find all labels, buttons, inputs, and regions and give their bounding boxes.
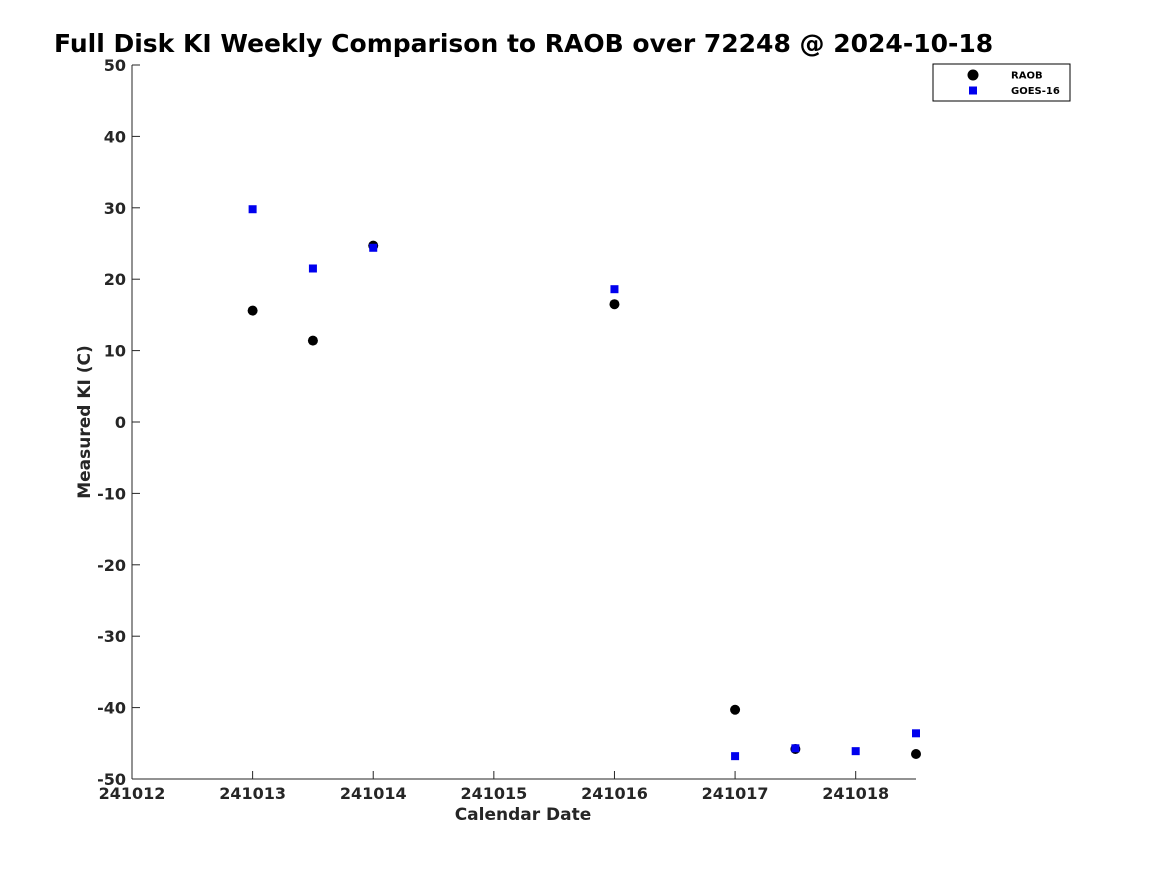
x-tick-label: 241012: [99, 784, 166, 803]
x-tick-label: 241017: [702, 784, 769, 803]
legend-box: [932, 63, 1071, 102]
legend: RAOB GOES-16: [932, 63, 1071, 102]
x-tick-label: 241014: [340, 784, 407, 803]
y-tick-label: 50: [104, 56, 126, 75]
data-point-goes16: [851, 747, 860, 756]
legend-label-goes16: GOES-16: [1011, 86, 1060, 97]
data-point-raob: [730, 704, 741, 715]
x-axis-label: Calendar Date: [455, 805, 592, 825]
y-tick-label: 30: [104, 199, 126, 218]
y-tick-label: -40: [97, 699, 126, 718]
data-point-goes16: [731, 752, 740, 761]
x-tick-label: 241018: [822, 784, 889, 803]
legend-marker-goes16: [969, 86, 977, 95]
y-tick-label: 0: [115, 413, 126, 432]
y-tick-label: -30: [97, 627, 126, 646]
x-tick-label: 241013: [219, 784, 286, 803]
y-tick-label: -10: [97, 484, 126, 503]
data-markers: [247, 205, 921, 761]
y-tick-label: -50: [97, 770, 126, 789]
data-point-raob: [911, 749, 921, 760]
y-tick-label: 10: [104, 342, 126, 361]
legend-marker-raob: [967, 69, 979, 81]
legend-label-raob: RAOB: [1011, 71, 1043, 82]
data-point-goes16: [248, 205, 257, 214]
x-tick-label: 241016: [581, 784, 648, 803]
y-tick-label: 20: [104, 270, 126, 289]
y-axis-label: Measured KI (C): [75, 345, 95, 499]
chart-title: Full Disk KI Weekly Comparison to RAOB o…: [54, 29, 993, 58]
data-point-raob: [307, 335, 318, 346]
data-point-goes16: [912, 729, 920, 738]
y-tick-label: -20: [97, 556, 126, 575]
y-tick-label: 40: [104, 127, 126, 146]
y-ticks: 50 40 30 20 10 0 -10 -20 -30 -40 -50: [97, 56, 140, 789]
data-point-goes16: [308, 264, 317, 273]
x-ticks: 241012 241013 241014 241015 241016 241017 2410…: [99, 771, 889, 803]
data-point-goes16: [610, 285, 619, 294]
data-point-raob: [247, 305, 258, 316]
x-tick-label: 241015: [460, 784, 527, 803]
data-point-goes16: [791, 744, 800, 753]
data-point-raob: [609, 299, 620, 310]
data-point-goes16: [369, 243, 378, 252]
